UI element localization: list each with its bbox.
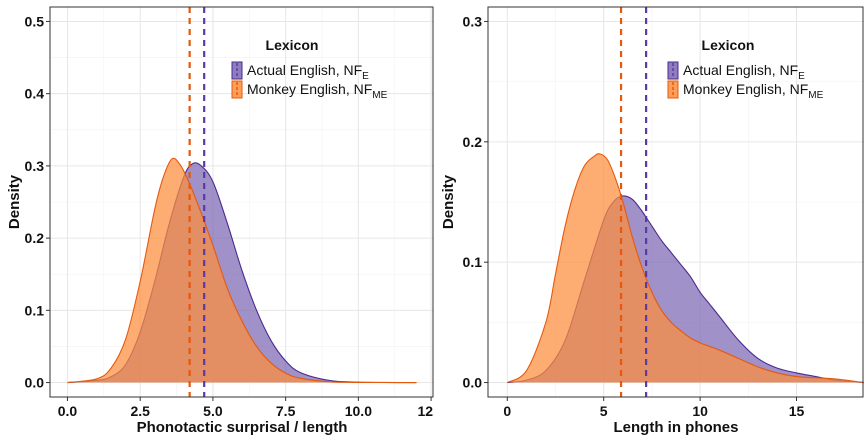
x-tick-label: 10.0 (345, 403, 372, 419)
y-tick-label: 0.1 (463, 254, 483, 270)
x-tick-label: 10 (692, 403, 708, 419)
y-tick-label: 0.0 (463, 375, 483, 391)
y-tick-label: 0.2 (25, 230, 45, 246)
plot-border (49, 6, 434, 398)
x-axis-title: Length in phones (614, 419, 739, 435)
legend-label-actual: Actual English, NFE (247, 62, 369, 82)
y-tick-label: 0.0 (25, 375, 45, 391)
chart-panel-length: 0 5 10 15 0.0 0.1 0.2 0.3 Length in phones Densit… (440, 6, 865, 435)
y-axis-title: Density (6, 174, 23, 229)
plot-border (487, 6, 864, 398)
legend-title: Lexicon (266, 37, 319, 53)
legend-label-monkey: Monkey English, NFME (683, 81, 824, 101)
x-tick-label: 5.0 (203, 403, 223, 419)
x-tick-label: 0 (503, 403, 511, 419)
x-tick-label: 2.5 (130, 403, 150, 419)
x-tick-label: 5 (600, 403, 608, 419)
y-tick-label: 0.2 (463, 134, 483, 150)
chart-panel-surprisal: 0.0 2.5 5.0 7.5 10.0 12.5 0.0 0.1 0.2 0.3 0.4 0.5 Ph… (6, 6, 434, 435)
x-tick-label: 15 (789, 403, 805, 419)
y-tick-label: 0.4 (25, 86, 45, 102)
x-tick-label: 7.5 (276, 403, 296, 419)
legend-label-monkey: Monkey English, NFME (247, 81, 388, 101)
y-tick-label: 0.3 (25, 158, 45, 174)
series-monkey-english-area (507, 153, 864, 383)
y-tick-label: 0.3 (463, 13, 483, 29)
y-axis-title: Density (440, 174, 457, 229)
series-monkey-english-area (67, 158, 417, 383)
series-monkey-english-outline (67, 157, 417, 384)
series-monkey-english-outline (506, 153, 865, 384)
x-tick-label: 0.0 (58, 403, 78, 419)
legend-label-actual: Actual English, NFE (683, 62, 805, 82)
legend-title: Lexicon (702, 37, 755, 53)
y-tick-label: 0.1 (25, 302, 45, 318)
x-tick-label: 12.5 (417, 403, 434, 419)
x-axis-title: Phonotactic surprisal / length (137, 419, 348, 435)
y-tick-label: 0.5 (25, 13, 45, 29)
grid (50, 7, 434, 397)
